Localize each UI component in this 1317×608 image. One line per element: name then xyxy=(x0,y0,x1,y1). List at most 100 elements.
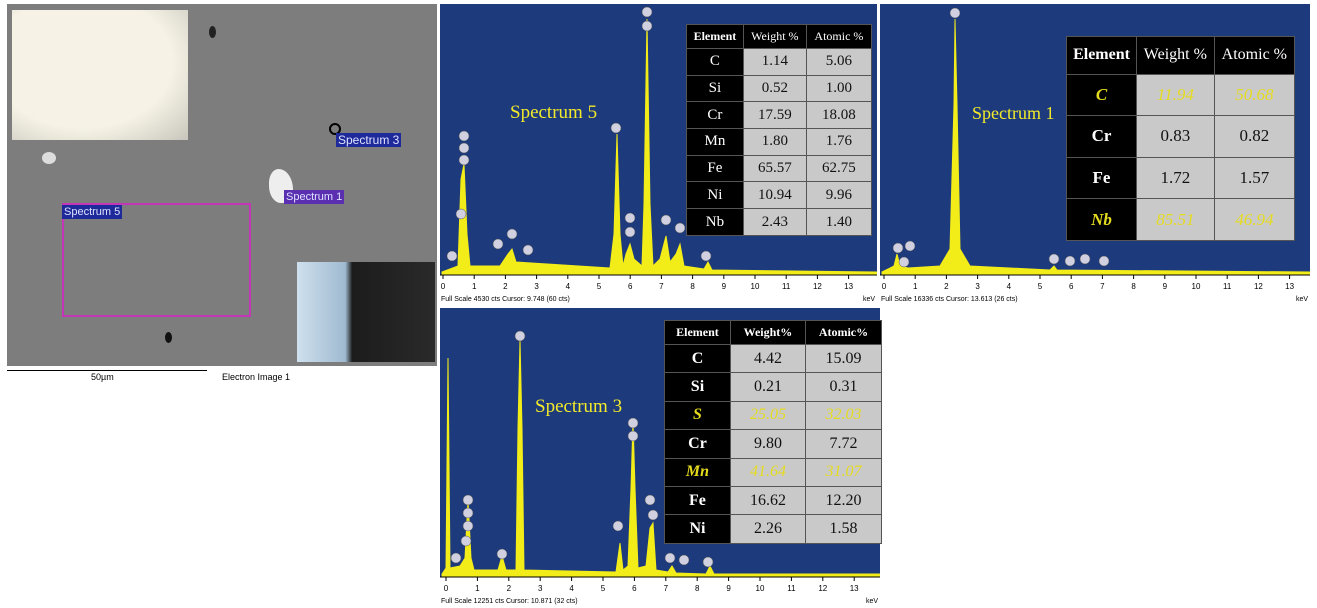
spectrum-title: Spectrum 5 xyxy=(510,102,597,124)
table-row: Cr9.807.72 xyxy=(665,430,882,458)
column-header: Weight % xyxy=(743,25,806,49)
element-cell: Si xyxy=(665,373,731,401)
scale-label: 50µm xyxy=(91,372,114,382)
tick-label: 7 xyxy=(659,282,664,291)
tick-label: 9 xyxy=(1163,282,1168,291)
element-cell: Nb xyxy=(1067,199,1137,241)
element-cell: Si xyxy=(687,75,744,102)
page: Spectrum 3 Spectrum 1 Spectrum 5 50µm El… xyxy=(0,0,1317,608)
spectrum-panel: 012345678910111213keVFull Scale 16336 ct… xyxy=(880,4,1310,304)
value-cell: 0.31 xyxy=(805,373,881,401)
value-cell: 62.75 xyxy=(806,155,871,182)
value-cell: 1.80 xyxy=(743,128,806,155)
tick-label: 0 xyxy=(441,282,446,291)
table-row: Mn41.6431.07 xyxy=(665,458,882,486)
element-cell: Mn xyxy=(687,128,744,155)
tick-label: 1 xyxy=(472,282,477,291)
value-cell: 50.68 xyxy=(1214,74,1294,116)
value-cell: 65.57 xyxy=(743,155,806,182)
tick-label: 9 xyxy=(722,282,727,291)
element-cell: Cr xyxy=(1067,116,1137,158)
scale-footer: Full Scale 4530 cts Cursor: 9.748 (60 ct… xyxy=(441,296,570,303)
element-cell: C xyxy=(1067,74,1137,116)
column-header: Element xyxy=(665,321,731,345)
particle xyxy=(42,152,56,164)
tick-label: 0 xyxy=(444,584,449,593)
value-cell: 9.80 xyxy=(730,430,805,458)
tick-label: 6 xyxy=(1069,282,1074,291)
table-row: C1.145.06 xyxy=(687,48,872,75)
scale-bar xyxy=(7,370,207,371)
table-header: ElementWeight%Atomic% xyxy=(665,321,882,345)
value-cell: 9.96 xyxy=(806,182,871,209)
tick-label: 2 xyxy=(944,282,949,291)
tick-label: 1 xyxy=(475,584,480,593)
element-cell: Nb xyxy=(687,209,744,236)
tick-label: 4 xyxy=(566,282,571,291)
value-cell: 17.59 xyxy=(743,102,806,129)
value-cell: 1.57 xyxy=(1214,157,1294,199)
table-row: Nb2.431.40 xyxy=(687,209,872,236)
tick-label: 12 xyxy=(818,584,827,593)
tick-label: 4 xyxy=(569,584,574,593)
electron-image: Spectrum 3 Spectrum 1 Spectrum 5 xyxy=(7,4,437,366)
tick-label: 5 xyxy=(1038,282,1043,291)
scale-footer: Full Scale 16336 cts Cursor: 13.613 (26 … xyxy=(881,296,1018,303)
element-cell: Fe xyxy=(665,487,731,515)
particle xyxy=(165,332,172,343)
tick-label: 8 xyxy=(1131,282,1136,291)
tick-label: 2 xyxy=(503,282,508,291)
tick-label: 3 xyxy=(534,282,539,291)
value-cell: 18.08 xyxy=(806,102,871,129)
tick-label: 13 xyxy=(844,282,853,291)
value-cell: 0.83 xyxy=(1137,116,1215,158)
tick-label: 6 xyxy=(628,282,633,291)
table-row: S25.0532.03 xyxy=(665,401,882,429)
inset-bright xyxy=(12,10,188,140)
column-header: Element xyxy=(687,25,744,49)
spectrum-title: Spectrum 3 xyxy=(535,396,622,418)
tick-label: 13 xyxy=(1285,282,1294,291)
tick-label: 4 xyxy=(1007,282,1012,291)
tick-label: 3 xyxy=(538,584,543,593)
tick-label: 6 xyxy=(632,584,637,593)
element-cell: Fe xyxy=(1067,157,1137,199)
value-cell: 25.05 xyxy=(730,401,805,429)
column-header: Atomic % xyxy=(806,25,871,49)
tick-label: 8 xyxy=(695,584,700,593)
element-cell: C xyxy=(665,344,731,372)
tick-label: 10 xyxy=(756,584,765,593)
spectrum-title: Spectrum 1 xyxy=(972,103,1055,124)
element-cell: Ni xyxy=(687,182,744,209)
element-cell: Fe xyxy=(687,155,744,182)
value-cell: 1.14 xyxy=(743,48,806,75)
value-cell: 1.76 xyxy=(806,128,871,155)
spectrum-label: Spectrum 3 xyxy=(336,133,401,147)
composition-table: ElementWeight %Atomic %C11.9450.68Cr0.83… xyxy=(1066,36,1295,241)
value-cell: 46.94 xyxy=(1214,199,1294,241)
value-cell: 32.03 xyxy=(805,401,881,429)
tick-label: 1 xyxy=(913,282,918,291)
value-cell: 41.64 xyxy=(730,458,805,486)
column-header: Element xyxy=(1067,37,1137,75)
tick-label: 2 xyxy=(507,584,512,593)
column-header: Weight % xyxy=(1137,37,1215,75)
column-header: Atomic % xyxy=(1214,37,1294,75)
value-cell: 10.94 xyxy=(743,182,806,209)
image-caption: Electron Image 1 xyxy=(222,372,290,382)
value-cell: 31.07 xyxy=(805,458,881,486)
value-cell: 1.58 xyxy=(805,515,881,544)
scale-footer: Full Scale 12251 cts Cursor: 10.871 (32 … xyxy=(441,598,578,605)
tick-label: 12 xyxy=(813,282,822,291)
spectrum-label: Spectrum 1 xyxy=(284,190,344,204)
